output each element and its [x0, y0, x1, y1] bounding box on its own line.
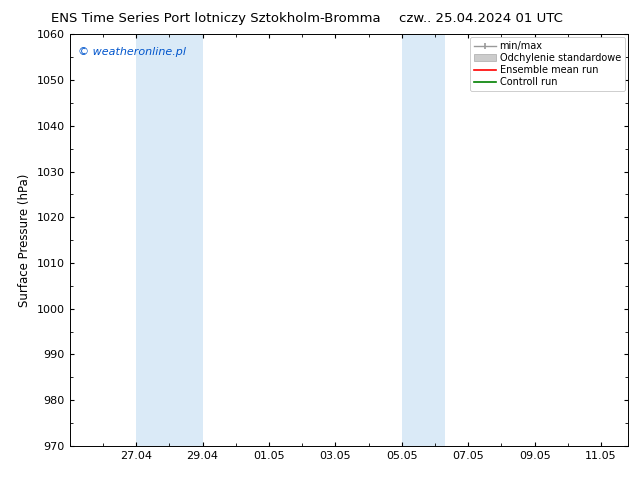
Text: czw.. 25.04.2024 01 UTC: czw.. 25.04.2024 01 UTC [399, 12, 563, 25]
Legend: min/max, Odchylenie standardowe, Ensemble mean run, Controll run: min/max, Odchylenie standardowe, Ensembl… [470, 37, 624, 91]
Bar [402, 34, 445, 446]
Text: ENS Time Series Port lotniczy Sztokholm-Bromma: ENS Time Series Port lotniczy Sztokholm-… [51, 12, 380, 25]
Bar [136, 34, 203, 446]
Text: © weatheronline.pl: © weatheronline.pl [78, 47, 186, 57]
Y-axis label: Surface Pressure (hPa): Surface Pressure (hPa) [18, 173, 31, 307]
